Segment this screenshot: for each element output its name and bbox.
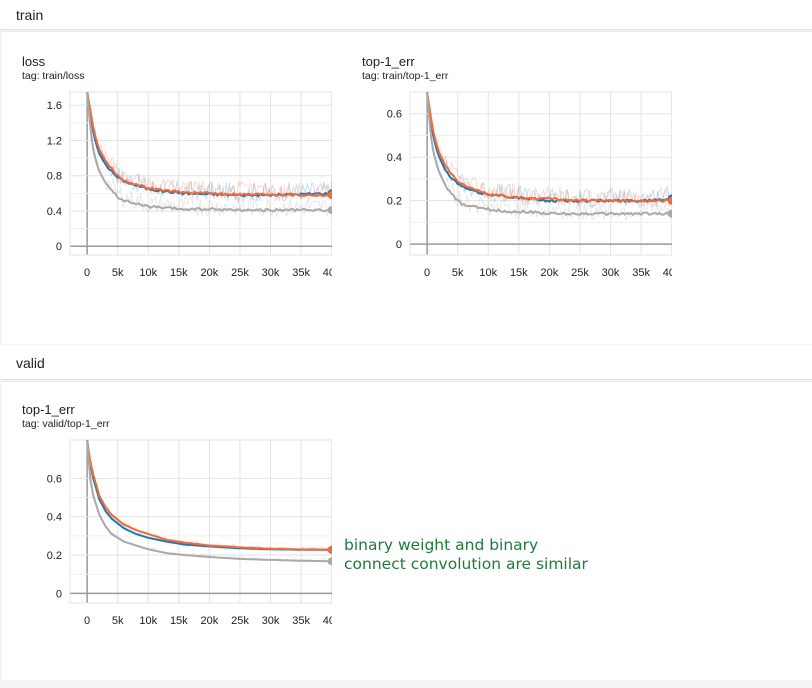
x-tick-label: 25k (231, 615, 249, 627)
y-tick-label: 0.2 (47, 550, 62, 562)
series-line-orange (86, 440, 332, 551)
y-tick-label: 1.2 (47, 135, 62, 147)
x-tick-label: 40k (323, 267, 332, 279)
annotation-line-2: connect convolution are similar (344, 555, 588, 573)
series-raw-line (87, 92, 332, 219)
y-tick-label: 0.2 (387, 196, 402, 208)
series-end-point-gray[interactable] (667, 209, 672, 218)
series-end-point-orange[interactable] (667, 196, 672, 205)
x-tick-label: 10k (139, 615, 157, 627)
y-tick-label: 0.4 (47, 512, 62, 524)
x-tick-label: 15k (170, 267, 188, 279)
x-tick-label: 30k (262, 267, 280, 279)
chart-train-top1: 0 5k 10k 15k 20k 25k 30k 35k 40k 0 0.2 0.4 0.6 (387, 91, 672, 279)
x-tick-label: 5k (452, 267, 464, 279)
chart-valid-top1: 0 5k 10k 15k 20k 25k 30k 35k 40k 0 0.2 0.4 0.6 (47, 439, 332, 627)
x-tick-label: 20k (541, 267, 559, 279)
x-tick-label: 20k (201, 267, 219, 279)
plot-area (86, 440, 332, 563)
chart-title: top-1_err (362, 54, 415, 69)
series-line-orange (426, 92, 672, 204)
chart-title: top-1_err (22, 402, 75, 417)
x-tick-label: 5k (112, 267, 124, 279)
plot-frame (409, 91, 672, 256)
annotation-text: binary weight and binary connect convolu… (344, 536, 644, 574)
plot-frame (69, 91, 332, 256)
x-tick-label: 5k (112, 615, 124, 627)
plot-area (86, 92, 332, 219)
chart-tag: tag: train/top-1_err (362, 70, 449, 82)
y-tick-label: 0.6 (387, 109, 402, 121)
annotation-line-1: binary weight and binary (344, 536, 539, 554)
x-tick-label: 10k (479, 267, 497, 279)
y-tick-label: 0.8 (47, 171, 62, 183)
x-tick-label: 20k (201, 615, 219, 627)
chart-tag: tag: train/loss (22, 70, 85, 82)
series-end-point-gray[interactable] (327, 206, 332, 215)
y-tick-label: 0.4 (47, 206, 62, 218)
y-tick-label: 0 (56, 588, 62, 600)
series-raw-line (86, 92, 332, 203)
x-tick-label: 25k (231, 267, 249, 279)
series-line-orange (86, 92, 332, 198)
plot-area (426, 92, 672, 222)
series-line-gray (426, 92, 672, 217)
series-line-gray (86, 92, 332, 213)
x-tick-label: 30k (262, 615, 280, 627)
x-tick-label: 15k (510, 267, 528, 279)
x-tick-label: 40k (663, 267, 672, 279)
series-end-point-gray[interactable] (327, 557, 332, 566)
section-title-train: train (16, 7, 44, 23)
y-tick-label: 0.6 (47, 473, 62, 485)
chart-title: loss (22, 54, 46, 69)
series-end-point-orange[interactable] (327, 545, 332, 554)
section-header-valid[interactable]: valid (0, 345, 812, 380)
chart-card-valid-top1: top-1_err tag: valid/top-1_err 0 5k 10k 15k… (2, 388, 332, 688)
chart-card-train-loss: loss tag: train/loss 0 5k 10k 15k 20k 25k 30k 3… (2, 40, 332, 340)
section-header-train[interactable]: train (0, 0, 812, 30)
x-tick-label: 10k (139, 267, 157, 279)
series-line-blue (426, 92, 672, 204)
x-tick-label: 35k (292, 615, 310, 627)
section-title-valid: valid (16, 355, 45, 371)
chart-tag: tag: valid/top-1_err (22, 418, 110, 430)
x-tick-label: 25k (571, 267, 589, 279)
series-raw-line (87, 92, 332, 204)
y-tick-label: 0 (396, 239, 402, 251)
x-tick-label: 0 (84, 615, 90, 627)
train-panel (2, 31, 812, 344)
y-tick-label: 1.6 (47, 100, 62, 112)
chart-train-loss: 0 5k 10k 15k 20k 25k 30k 35k 40k 0 0.4 0.8 1.2 1.6 (47, 91, 332, 279)
series-line-gray (86, 440, 332, 563)
x-tick-label: 30k (602, 267, 620, 279)
plot-frame (69, 439, 332, 604)
y-tick-label: 0.4 (387, 152, 402, 164)
series-end-point-orange[interactable] (327, 191, 332, 200)
x-tick-label: 40k (323, 615, 332, 627)
x-tick-label: 35k (632, 267, 650, 279)
chart-card-train-top1: top-1_err tag: train/top-1_err 0 5k 10k 15k… (342, 40, 672, 340)
x-tick-label: 0 (424, 267, 430, 279)
x-tick-label: 15k (170, 615, 188, 627)
x-tick-label: 35k (292, 267, 310, 279)
y-tick-label: 0 (56, 241, 62, 253)
x-tick-label: 0 (84, 267, 90, 279)
